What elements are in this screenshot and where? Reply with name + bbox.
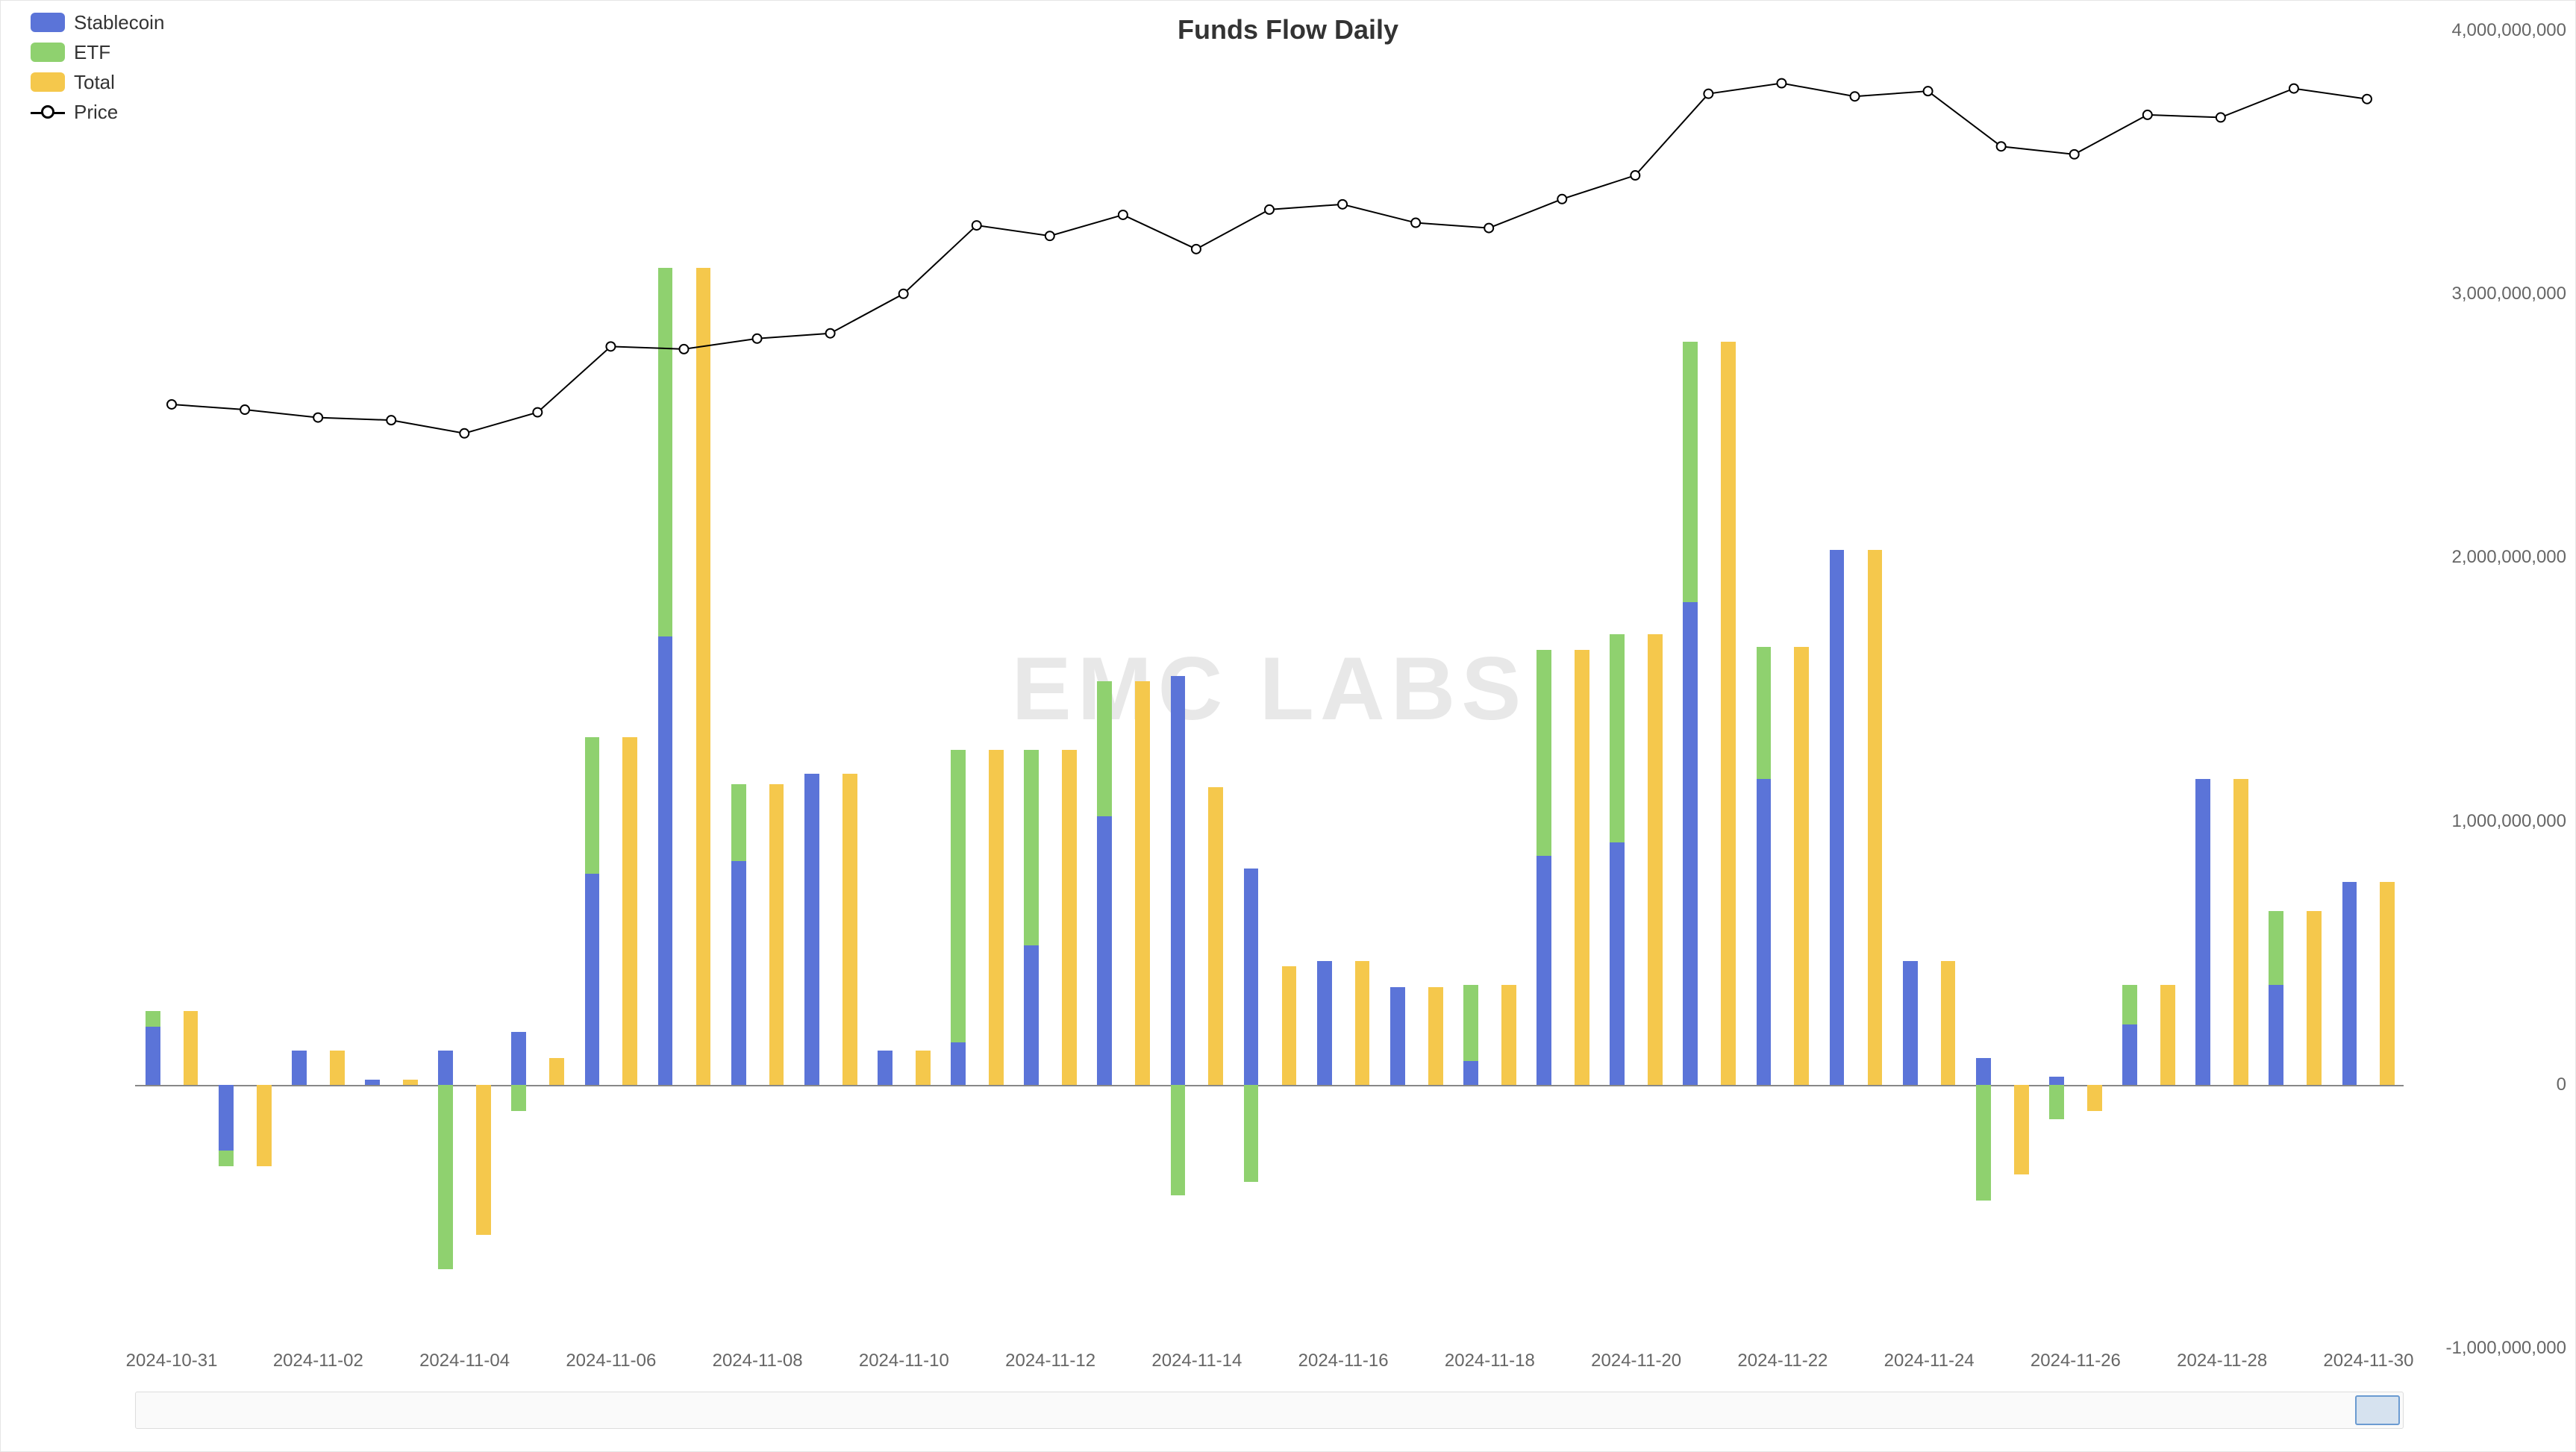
price-line (172, 84, 2367, 434)
legend-swatch-total (31, 72, 65, 92)
price-point[interactable] (1557, 195, 1566, 204)
price-point[interactable] (1851, 92, 1860, 101)
x-tick-label: 2024-11-24 (1884, 1351, 1975, 1371)
price-point[interactable] (2216, 113, 2225, 122)
price-point[interactable] (167, 400, 176, 409)
y-tick-label: 4,000,000,000 (2452, 20, 2566, 41)
y-tick-label: 3,000,000,000 (2452, 284, 2566, 304)
price-point[interactable] (1338, 200, 1347, 209)
legend-swatch-etf (31, 43, 65, 62)
price-line-layer (135, 31, 2404, 1347)
legend-label-price: Price (74, 101, 118, 124)
y-tick-label: 1,000,000,000 (2452, 811, 2566, 832)
price-point[interactable] (1119, 210, 1128, 219)
y-tick-label: -1,000,000,000 (2446, 1338, 2566, 1359)
y-tick-label: 2,000,000,000 (2452, 547, 2566, 568)
price-point[interactable] (460, 429, 469, 438)
x-tick-label: 2024-11-28 (2177, 1351, 2267, 1371)
legend-label-total: Total (74, 71, 115, 94)
price-point[interactable] (972, 221, 981, 230)
legend-label-etf: ETF (74, 41, 110, 64)
x-tick-label: 2024-11-10 (859, 1351, 949, 1371)
price-point[interactable] (1704, 90, 1713, 98)
price-point[interactable] (2070, 150, 2079, 159)
x-tick-label: 2024-11-08 (713, 1351, 803, 1371)
range-minimap-handle[interactable] (2355, 1395, 2400, 1425)
price-point[interactable] (1265, 205, 1274, 214)
price-point[interactable] (1192, 245, 1201, 254)
y-tick-label: 0 (2557, 1074, 2566, 1095)
price-point[interactable] (826, 329, 835, 338)
price-point[interactable] (387, 416, 396, 425)
x-tick-label: 2024-11-02 (273, 1351, 363, 1371)
price-point[interactable] (1924, 87, 1933, 96)
x-tick-label: 2024-11-16 (1298, 1351, 1389, 1371)
x-tick-label: 2024-11-22 (1737, 1351, 1828, 1371)
price-point[interactable] (2289, 84, 2298, 93)
price-point[interactable] (1997, 142, 2006, 151)
price-point[interactable] (1631, 171, 1639, 180)
x-tick-label: 2024-11-06 (566, 1351, 656, 1371)
price-point[interactable] (679, 345, 688, 354)
y-axis-labels: 4,000,000,0003,000,000,0002,000,000,0001… (2410, 31, 2566, 1347)
price-point[interactable] (899, 290, 908, 298)
x-tick-label: 2024-11-20 (1591, 1351, 1681, 1371)
x-tick-label: 2024-11-18 (1445, 1351, 1535, 1371)
price-point[interactable] (2143, 110, 2152, 119)
x-tick-label: 2024-11-12 (1005, 1351, 1095, 1371)
range-minimap[interactable] (135, 1392, 2404, 1429)
x-tick-label: 2024-11-04 (419, 1351, 510, 1371)
legend-swatch-stablecoin (31, 13, 65, 32)
x-tick-label: 2024-11-26 (2031, 1351, 2121, 1371)
x-axis-labels: 2024-10-312024-11-022024-11-042024-11-06… (135, 1351, 2404, 1380)
plot-area[interactable]: EMC LABS (135, 31, 2404, 1347)
price-point[interactable] (1045, 231, 1054, 240)
x-tick-label: 2024-11-14 (1151, 1351, 1242, 1371)
price-point[interactable] (1484, 224, 1493, 233)
chart-container: Funds Flow Daily Stablecoin ETF Total Pr… (0, 0, 2576, 1452)
x-tick-label: 2024-10-31 (126, 1351, 218, 1371)
price-point[interactable] (240, 405, 249, 414)
price-point[interactable] (1411, 219, 1420, 228)
price-point[interactable] (606, 342, 615, 351)
price-point[interactable] (2363, 95, 2372, 104)
price-point[interactable] (313, 413, 322, 422)
price-point[interactable] (1777, 79, 1786, 88)
x-tick-label: 2024-11-30 (2323, 1351, 2413, 1371)
legend-swatch-price (31, 102, 65, 122)
price-point[interactable] (753, 334, 762, 343)
price-point[interactable] (533, 408, 542, 417)
